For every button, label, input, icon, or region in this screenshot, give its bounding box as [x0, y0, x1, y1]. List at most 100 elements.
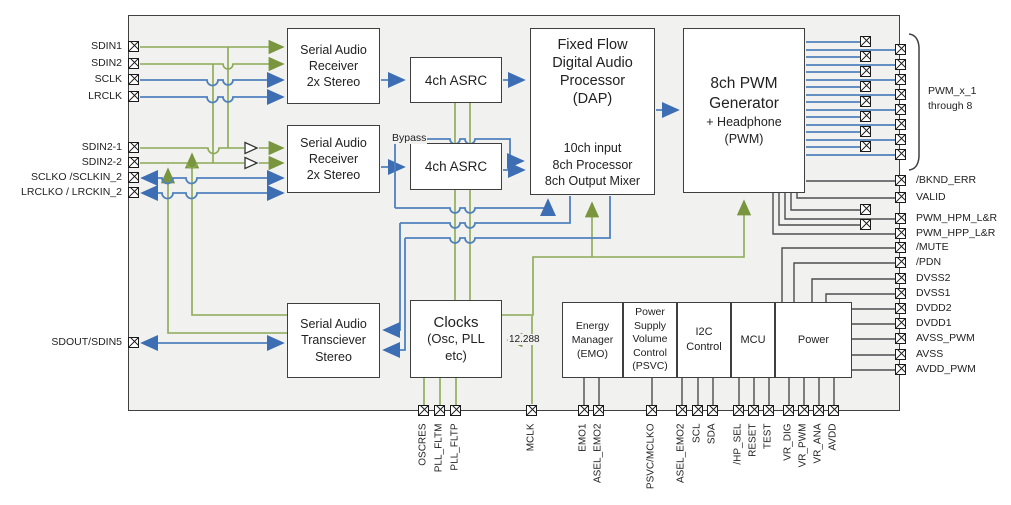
pin-icon	[860, 111, 871, 122]
pin-icon	[692, 405, 703, 416]
pin-label: SDIN1	[91, 40, 122, 52]
block-title: Clocks	[433, 313, 479, 331]
pin-label: DVSS1	[916, 287, 951, 299]
blue-wires	[140, 41, 895, 359]
pin-icon	[128, 157, 139, 168]
block-label: Power Supply Volume Control (PSVC)	[632, 305, 668, 373]
pin-label: SDA	[706, 423, 718, 445]
pin-icon	[828, 405, 839, 416]
block-label: Power	[797, 334, 830, 346]
block-pwm-generator: 8ch PWM Generator + Headphone (PWM)	[683, 28, 805, 193]
pin-label: VR_DIG	[782, 423, 794, 461]
pin-label: SDIN2-2	[81, 156, 122, 168]
block-clocks: Clocks (Osc, PLL etc)	[410, 300, 502, 378]
block-asrc-2: 4ch ASRC	[410, 143, 502, 190]
bypass-label: Bypass	[391, 132, 428, 144]
pin-icon	[895, 74, 906, 85]
pin-icon	[646, 405, 657, 416]
pin-icon	[450, 405, 461, 416]
pin-icon	[860, 66, 871, 77]
pin-icon	[895, 119, 906, 130]
pin-label: AVDD	[827, 423, 839, 451]
pin-label: ASEL_EMO2	[675, 423, 687, 483]
pin-icon	[128, 172, 139, 183]
block-label: 4ch ASRC	[424, 159, 488, 174]
pin-icon	[860, 81, 871, 92]
block-title: 8ch PWM Generator	[709, 75, 779, 113]
pin-icon	[733, 405, 744, 416]
pin-icon	[895, 44, 906, 55]
buffer-icon	[244, 156, 259, 170]
pin-icon	[860, 96, 871, 107]
pwm-bracket-icon	[908, 33, 920, 171]
block-subtitle: (Osc, PLL etc)	[427, 330, 485, 363]
pin-icon	[895, 89, 906, 100]
pin-icon	[707, 405, 718, 416]
pin-icon	[860, 219, 871, 230]
pin-icon	[895, 273, 906, 284]
pin-label: VR_PWM	[797, 423, 809, 468]
block-label: I2C Control	[686, 326, 722, 353]
pin-label: AVSS_PWM	[916, 332, 975, 344]
block-i2c-control: I2C Control	[677, 302, 731, 378]
pin-label: LRCLK	[88, 90, 122, 102]
pin-label: ASEL_EMO2	[592, 423, 604, 483]
pin-icon	[895, 242, 906, 253]
pin-label: PLL_FLTP	[449, 423, 461, 471]
block-dap: Fixed Flow Digital Audio Processor (DAP)…	[530, 28, 655, 195]
pin-icon	[895, 318, 906, 329]
pin-icon	[895, 59, 906, 70]
pin-icon	[860, 126, 871, 137]
pin-icon	[860, 36, 871, 47]
black-wires	[583, 180, 895, 405]
pin-icon	[128, 337, 139, 348]
pin-icon	[895, 303, 906, 314]
pin-label: TEST	[762, 423, 774, 450]
pin-icon	[578, 405, 589, 416]
pin-icon	[798, 405, 809, 416]
pin-label: /HP_SEL	[732, 423, 744, 465]
pin-label: /PDN	[916, 256, 942, 268]
block-label: MCU	[740, 334, 766, 346]
pin-label: SDIN2	[91, 57, 122, 69]
pin-label: SDIN2-1	[81, 141, 122, 153]
pin-icon	[860, 204, 871, 215]
pin-label: LRCLKO / LRCKIN_2	[21, 186, 122, 198]
pin-icon	[895, 288, 906, 299]
pin-label: VR_ANA	[812, 423, 824, 464]
block-label: Serial Audio Transciever Stereo	[300, 317, 367, 364]
pin-icon	[128, 142, 139, 153]
block-psvc: Power Supply Volume Control (PSVC)	[623, 302, 677, 378]
green-wires	[140, 39, 752, 405]
block-asrc-1: 4ch ASRC	[410, 57, 502, 103]
pin-label: SCLKO /SCLKIN_2	[30, 171, 122, 183]
pin-label: SCL	[691, 423, 703, 443]
buffer-icon	[244, 141, 259, 155]
mclk-frequency-label: 12.288	[508, 334, 541, 345]
pin-icon	[895, 364, 906, 375]
pin-icon	[128, 41, 139, 52]
pin-label: RESET	[747, 423, 759, 457]
pin-icon	[128, 187, 139, 198]
pin-label: DVDD2	[916, 302, 952, 314]
pin-icon	[895, 104, 906, 115]
pin-label: MCLK	[525, 423, 537, 452]
block-label: Serial Audio Receiver 2x Stereo	[300, 42, 367, 90]
pin-icon	[763, 405, 774, 416]
block-label: Serial Audio Receiver 2x Stereo	[300, 135, 367, 183]
block-power: Power	[775, 302, 852, 378]
pin-icon	[860, 51, 871, 62]
pin-icon	[895, 175, 906, 186]
pin-icon	[128, 58, 139, 69]
pin-icon	[895, 257, 906, 268]
block-label: Energy Manager (EMO)	[571, 319, 614, 361]
pin-icon	[895, 333, 906, 344]
pin-icon	[895, 134, 906, 145]
block-subtitle: + Headphone (PWM)	[706, 115, 782, 146]
pin-label: PSVC/MCLKO	[645, 423, 657, 490]
pin-icon	[748, 405, 759, 416]
block-title: Fixed Flow Digital Audio Processor (DAP)	[552, 37, 633, 108]
pin-label: /BKND_ERR	[916, 174, 977, 186]
